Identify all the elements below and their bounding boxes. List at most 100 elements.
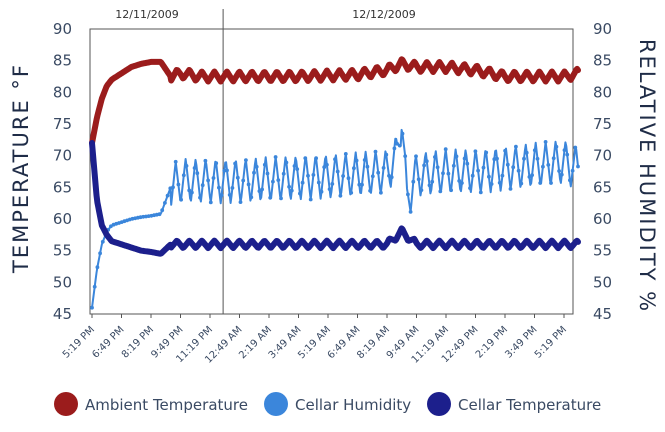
legend-label-cellar-temperature: Cellar Temperature [458,396,601,414]
humidity-point [457,179,462,183]
humidity-point [360,182,364,187]
right-y-tick-label: 90 [593,20,612,38]
series-layer [89,56,581,310]
humidity-point [508,187,513,191]
humidity-point [424,159,429,164]
humidity-point [500,173,505,178]
humidity-point [260,187,264,192]
humidity-point [416,177,421,182]
humidity-point [346,176,351,181]
humidity-point [487,174,491,179]
humidity-point [408,210,413,214]
humidity-point [422,163,426,168]
humidity-point [573,145,578,150]
humidity-point [389,175,394,180]
humidity-point [484,150,489,155]
humidity-point [160,208,165,213]
left-y-tick-label: 90 [53,20,72,38]
humidity-point [338,193,343,198]
humidity-point [538,181,543,185]
humidity-point [200,183,205,188]
humidity-point [311,173,316,177]
humidity-point [576,164,580,169]
humidity-point [365,164,370,169]
humidity-point [244,158,248,163]
left-y-tick-label: 55 [53,242,72,260]
right-y-tick-label: 80 [593,83,612,101]
humidity-point [478,190,483,195]
humidity-point [325,162,329,167]
humidity-point [497,180,502,185]
humidity-point [446,171,451,176]
humidity-point [368,188,372,193]
humidity-point [181,173,186,178]
humidity-point [211,176,216,180]
left-y-tick-label: 75 [53,115,72,133]
cellar-humidity-points [90,131,580,310]
series-line-cellar-humidity [91,128,579,309]
humidity-point [100,239,105,244]
humidity-point [546,163,551,167]
left-y-tick-label: 85 [53,52,72,70]
humidity-point [92,284,97,289]
humidity-point [373,149,378,154]
humidity-point [184,164,189,168]
humidity-point [292,164,297,168]
humidity-point [157,212,162,217]
humidity-point [349,190,354,195]
plot-frame [89,9,574,315]
legend-swatch-ambient-temperature [54,392,78,416]
humidity-point [557,169,561,173]
humidity-point [176,182,181,187]
left-y-tick-label: 50 [53,273,72,291]
humidity-point [203,158,208,163]
right-y-tick-label: 85 [593,52,612,70]
left-y-tick-label: 45 [53,305,72,323]
humidity-point [527,175,532,179]
humidity-point [535,156,540,161]
left-y-tick-label: 70 [53,147,72,165]
humidity-point [441,171,445,176]
left-y-tick-label: 60 [53,210,72,228]
humidity-point [252,170,256,175]
humidity-point [333,157,337,162]
date-labels: 12/11/2009 12/12/2009 [115,8,415,21]
humidity-point [381,166,386,170]
humidity-point [316,180,321,185]
humidity-point [198,195,202,200]
humidity-point [362,158,367,162]
humidity-point [419,188,424,193]
humidity-point [505,162,510,167]
legend-swatch-cellar-humidity [264,392,288,416]
humidity-point [473,149,478,154]
humidity-point [559,172,564,177]
humidity-point [352,166,356,171]
humidity-point [254,164,259,169]
humidity-point [511,165,516,170]
humidity-point [354,158,359,163]
humidity-point [503,148,507,153]
humidity-point [289,188,294,193]
humidity-point [246,182,251,187]
left-y-tick-label: 80 [53,83,72,101]
humidity-point [190,190,194,195]
humidity-point [532,148,537,153]
humidity-point [271,179,275,184]
humidity-point [427,183,432,188]
series-line-ambient-temperature [89,56,581,146]
humidity-point [568,178,572,183]
left-y-tick-label: 65 [53,178,72,196]
right-y-tick-label: 70 [593,147,612,165]
series-line-cellar-temperature [89,140,581,257]
humidity-point [516,168,521,173]
humidity-point [392,146,397,151]
humidity-point [257,189,262,194]
humidity-point [276,178,281,183]
humidity-point [217,185,221,190]
humidity-point [541,164,545,169]
humidity-point [306,173,310,178]
humidity-point [322,165,327,170]
right-y-tick-label: 75 [593,115,612,133]
date-label-day-2: 12/12/2009 [352,8,415,21]
humidity-point [319,189,324,194]
